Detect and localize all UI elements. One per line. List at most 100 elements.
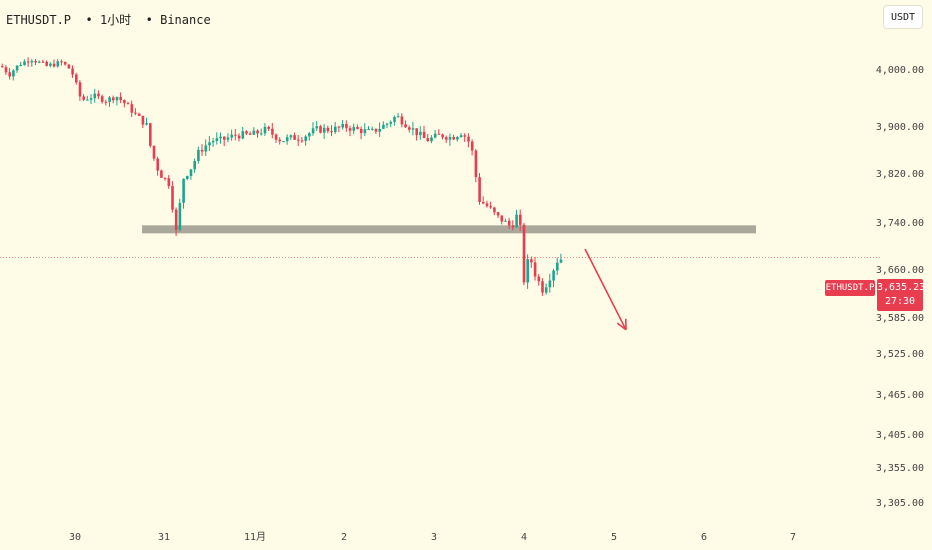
candle-down (82, 96, 85, 100)
candle-down (348, 128, 352, 131)
candle-up (178, 202, 182, 230)
time-axis[interactable]: 30 31 11月 2 3 4 5 6 7 (69, 531, 796, 543)
candle-down (482, 201, 485, 204)
candle-down (452, 137, 455, 140)
candle-up (282, 141, 285, 143)
candle-down (422, 131, 426, 139)
currency-button[interactable]: USDT (883, 5, 923, 29)
exchange-label: Binance (160, 13, 211, 27)
price-tick-label: 3,585.00 (876, 313, 924, 324)
price-tick-label: 3,465.00 (876, 390, 924, 401)
candle-down (134, 112, 137, 114)
candle-down (485, 203, 489, 207)
candle-down (119, 96, 122, 101)
candle-down (200, 149, 204, 152)
candle-up (311, 128, 315, 134)
candle-down (467, 136, 470, 142)
price-tick-label: 3,405.00 (876, 430, 924, 441)
candle-down (256, 130, 259, 134)
candle-down (237, 135, 241, 139)
candle-down (245, 131, 248, 134)
time-tick-label: 3 (431, 532, 437, 543)
candle-up (371, 128, 374, 130)
candle-down (4, 67, 8, 73)
currency-label: USDT (890, 11, 916, 23)
candle-up (544, 287, 548, 293)
candle-down (530, 259, 533, 263)
price-tick-label: 3,820.00 (876, 169, 924, 180)
candle-up (260, 133, 263, 135)
candle-up (433, 133, 437, 138)
candle-down (489, 206, 492, 208)
price-tick-label: 3,305.00 (876, 498, 924, 509)
candle-down (78, 82, 82, 97)
separator-dot: • (145, 13, 153, 27)
candle-down (234, 134, 237, 136)
candle-down (533, 262, 537, 277)
candle-down (404, 124, 407, 128)
candle-down (507, 220, 511, 226)
candle-down (60, 61, 63, 63)
candle-down (34, 60, 37, 63)
candle-down (267, 126, 270, 129)
time-tick-label: 30 (69, 532, 81, 543)
candle-up (252, 130, 256, 135)
time-tick-label: 6 (701, 532, 707, 543)
candle-down (8, 72, 11, 77)
candle-up (19, 64, 23, 66)
interval-label: 1小时 (99, 13, 132, 27)
price-axis[interactable]: 4,000.00 3,900.00 3,820.00 3,740.00 3,660.00… (876, 65, 924, 509)
candle-up (197, 149, 200, 161)
candle-up (341, 123, 344, 128)
candle-down (1, 66, 4, 68)
candle-down (67, 64, 71, 69)
candle-up (15, 65, 19, 71)
time-tick-label: 5 (611, 532, 617, 543)
candle-up (241, 131, 245, 139)
candle-down (522, 224, 526, 283)
candle-down (26, 61, 30, 63)
candle-down (519, 214, 522, 225)
candle-up (230, 134, 233, 138)
candle-up (385, 123, 389, 125)
candle-up (89, 98, 93, 100)
candle-down (271, 128, 274, 135)
candle-up (367, 128, 370, 130)
candle-up (182, 178, 185, 203)
symbol-label: ETHUSDT.P (6, 13, 72, 27)
candle-up (38, 61, 41, 63)
price-tick-label: 3,660.00 (876, 265, 924, 276)
candle-up (145, 123, 148, 125)
candles-series (1, 57, 563, 296)
candle-up (108, 97, 111, 102)
candle-up (93, 93, 97, 99)
candle-up (189, 169, 193, 176)
support-zone[interactable] (142, 225, 756, 234)
candle-down (152, 145, 156, 159)
current-price-value: 3,635.23 (877, 282, 926, 293)
chart-title: ETHUSDT.P • 1小时 • Binance (6, 11, 211, 28)
candle-up (411, 128, 415, 130)
price-tick-label: 3,525.00 (876, 349, 924, 360)
candle-down (274, 134, 278, 140)
candle-up (378, 128, 381, 132)
candle-up (352, 127, 356, 131)
candle-down (408, 127, 411, 130)
candle-up (448, 137, 452, 140)
candle-down (141, 115, 145, 125)
candle-up (12, 70, 15, 77)
candle-down (63, 62, 67, 65)
candle-down (541, 281, 544, 293)
candle-down (104, 101, 108, 103)
candle-down (123, 100, 126, 104)
candle-down (167, 178, 171, 187)
arrow-head (616, 322, 627, 331)
candle-down (356, 127, 359, 129)
price-tick-label: 3,740.00 (876, 218, 924, 229)
candle-up (419, 131, 422, 136)
candle-down (171, 186, 174, 210)
candle-up (315, 126, 319, 129)
candle-down (160, 170, 163, 178)
time-tick-label: 2 (341, 532, 347, 543)
